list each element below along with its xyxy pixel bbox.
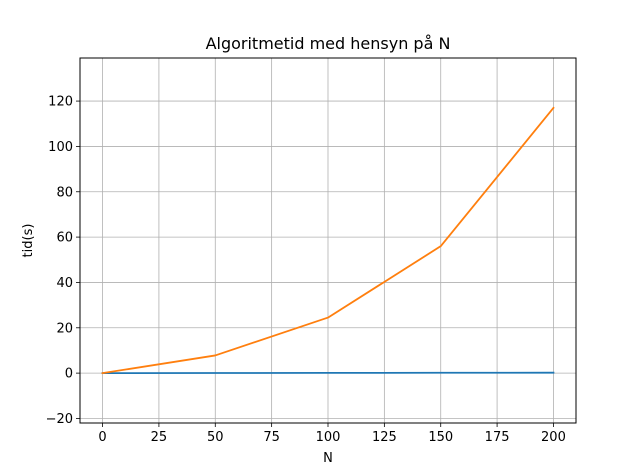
x-tick-label: 50 xyxy=(207,430,224,445)
ticks: 0 25 50 75 100 125 150 175 200 −20 0 20 40 60 80 100 120 xyxy=(46,95,566,445)
y-tick-label: 60 xyxy=(56,231,73,246)
x-tick-label: 0 xyxy=(98,430,106,445)
y-tick-label: 0 xyxy=(65,367,73,382)
y-tick-label: 80 xyxy=(56,185,73,200)
y-tick-label: 40 xyxy=(56,276,73,291)
y-tick-label: 120 xyxy=(48,95,73,110)
y-tick-label: 100 xyxy=(48,140,73,155)
y-tick-label: 20 xyxy=(56,321,73,336)
x-tick-label: 125 xyxy=(372,430,397,445)
y-axis-label: tid(s) xyxy=(21,224,36,258)
chart-title: Algoritmetid med hensyn på N xyxy=(206,34,451,53)
y-tick-label: −20 xyxy=(46,412,73,427)
x-tick-label: 75 xyxy=(263,430,280,445)
series-layer xyxy=(101,106,555,375)
series-line-2 xyxy=(101,106,555,375)
x-tick-label: 100 xyxy=(316,430,341,445)
x-tick-label: 150 xyxy=(428,430,453,445)
x-tick-label: 25 xyxy=(151,430,168,445)
x-tick-label: 175 xyxy=(485,430,510,445)
x-tick-label: 200 xyxy=(541,430,566,445)
x-axis-label: N xyxy=(323,451,333,466)
